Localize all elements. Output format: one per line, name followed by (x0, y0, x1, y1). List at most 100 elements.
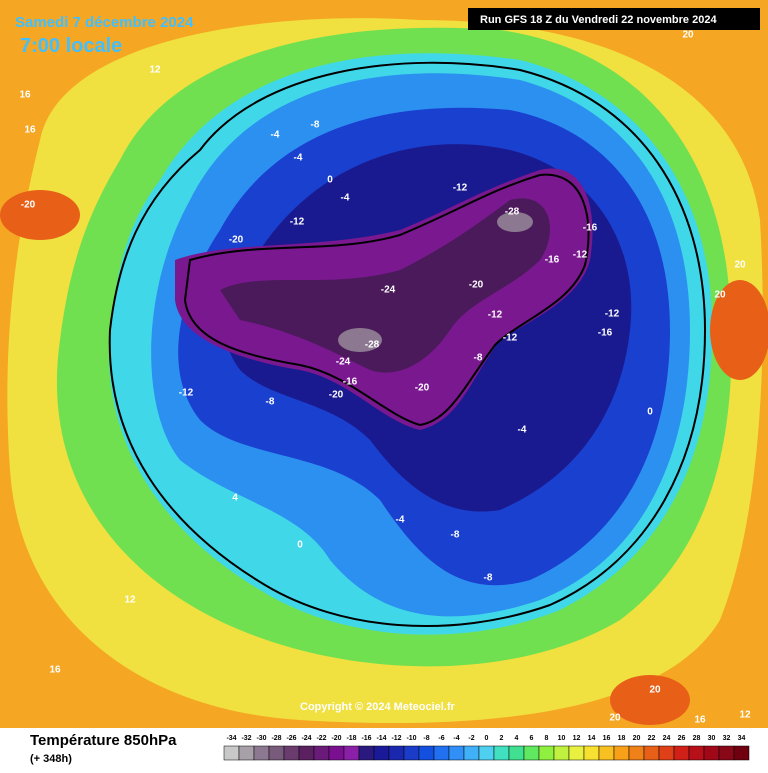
scale-swatch (433, 745, 450, 761)
contour-label: 20 (714, 290, 726, 301)
contour-label: -20 (229, 235, 244, 246)
contour-label: -28 (505, 207, 520, 218)
scale-label: 28 (693, 735, 701, 742)
scale-swatch (478, 745, 495, 761)
scale-label: 10 (558, 735, 566, 742)
scale-label: -34 (226, 735, 236, 742)
contour-label: -12 (179, 388, 194, 399)
contour-label: -8 (311, 120, 320, 131)
contour-label: 20 (682, 30, 694, 41)
scale-label: 18 (618, 735, 626, 742)
scale-swatch (418, 745, 435, 761)
scale-swatch (703, 745, 720, 761)
contour-label: 0 (327, 175, 333, 186)
contour-label: -20 (21, 200, 36, 211)
contour-label: -4 (341, 193, 350, 204)
contour-label: -16 (598, 328, 613, 339)
scale-label: -2 (468, 735, 474, 742)
scale-swatch (568, 745, 585, 761)
contour-label: -4 (396, 515, 405, 526)
contour-label: -12 (503, 333, 518, 344)
scale-label: -26 (286, 735, 296, 742)
scale-swatch (613, 745, 630, 761)
contour-label: -12 (453, 183, 468, 194)
scale-label: 2 (500, 735, 504, 742)
scale-swatch (283, 745, 300, 761)
scale-label: 16 (603, 735, 611, 742)
scale-label: -24 (301, 735, 311, 742)
scale-swatch (673, 745, 690, 761)
scale-label: 26 (678, 735, 686, 742)
scale-label: -4 (453, 735, 459, 742)
scale-swatch (298, 745, 315, 761)
copyright: Copyright © 2024 Meteociel.fr (300, 701, 456, 713)
contour-label: 12 (739, 710, 751, 721)
footer-lead: (+ 348h) (30, 753, 72, 765)
scale-label: -28 (271, 735, 281, 742)
scale-label: -12 (391, 735, 401, 742)
scale-swatch (373, 745, 390, 761)
scale-swatch (733, 745, 750, 761)
scale-label: 4 (515, 735, 519, 742)
scale-swatch (523, 745, 540, 761)
map-fields (0, 0, 768, 728)
contour-label: -12 (605, 309, 620, 320)
contour-label: 0 (647, 407, 653, 418)
scale-swatch (643, 745, 660, 761)
contour-label: 16 (694, 715, 706, 726)
scale-swatch (268, 745, 285, 761)
contour-label: -12 (290, 217, 305, 228)
contour-label: -16 (343, 377, 358, 388)
scale-swatch (388, 745, 405, 761)
scale-swatch (223, 745, 240, 761)
scale-swatch (343, 745, 360, 761)
contour-label: -28 (365, 340, 380, 351)
contour-label: -24 (336, 357, 351, 368)
color-scale: -34 -32 -30 -28 -26 -24 -22 -20 -18 -16 -14 -12 -10-… (223, 735, 750, 761)
contour-label: -8 (484, 573, 493, 584)
scale-swatch (538, 745, 555, 761)
contour-label: -8 (266, 397, 275, 408)
contour-label: -24 (381, 285, 396, 296)
scale-label: 6 (530, 735, 534, 742)
scale-swatch (598, 745, 615, 761)
scale-swatch (508, 745, 525, 761)
scale-label: -22 (316, 735, 326, 742)
run-box (468, 8, 760, 30)
contour-label: 16 (24, 125, 36, 136)
contour-label: -4 (271, 130, 280, 141)
map-labels: 12 16 16 -20 20 -4 -8 -4 0 -4 -12 -12 -28 -16 -16 -12 -2… (19, 30, 751, 726)
scale-swatch (553, 745, 570, 761)
run: Run GFS 18 Z du Vendredi 22 novembre 202… (480, 14, 717, 26)
contour-label: 20 (649, 685, 661, 696)
contour-label: -4 (518, 425, 527, 436)
scale-label: 14 (588, 735, 596, 742)
contour-label: -16 (545, 255, 560, 266)
scale-label: 12 (573, 735, 581, 742)
scale-swatch (328, 745, 345, 761)
scale-label: 32 (723, 735, 731, 742)
contour-label: 4 (232, 493, 238, 504)
scale-swatch (253, 745, 270, 761)
scale-label: 22 (648, 735, 656, 742)
contour-label: -20 (329, 390, 344, 401)
contour-label: 12 (149, 65, 161, 76)
scale-swatch (658, 745, 675, 761)
scale-swatch (688, 745, 705, 761)
scale-label: 0 (485, 735, 489, 742)
contour-label: 20 (609, 713, 621, 724)
scale-label: -14 (376, 735, 386, 742)
scale-swatch (583, 745, 600, 761)
scale-swatch (313, 745, 330, 761)
contour-label: -12 (488, 310, 503, 321)
scale-label: -32 (241, 735, 251, 742)
contour-label: 20 (734, 260, 746, 271)
scale-label: -8 (423, 735, 429, 742)
contour-label: -20 (469, 280, 484, 291)
scale-swatch (403, 745, 420, 761)
footer-title: Température 850hPa (30, 732, 177, 749)
scale-label: -20 (331, 735, 341, 742)
contour-label: 12 (124, 595, 136, 606)
contour-label: 16 (19, 90, 31, 101)
scale-label: 34 (738, 735, 746, 742)
